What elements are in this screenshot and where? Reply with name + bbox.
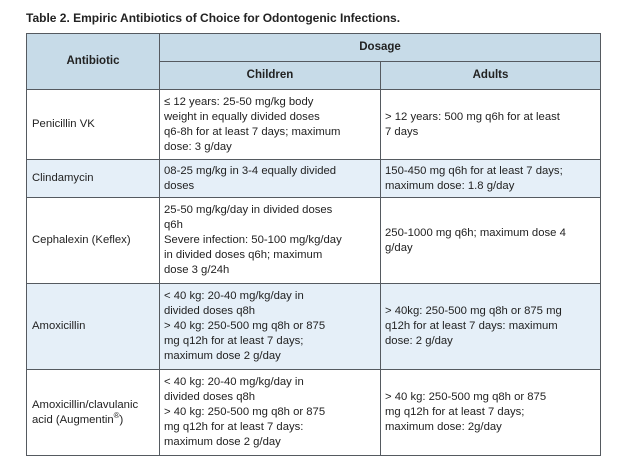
cell-line: divided doses q8h (164, 391, 256, 403)
adults-dosage: > 40kg: 250-500 mg q8h or 875 mg q12h fo… (379, 283, 602, 370)
cell-line: acid (Augmentin®) (32, 410, 155, 428)
antibiotic-name: Clindamycin (26, 159, 160, 198)
cell-line: mg q12h for at least 7 days: (164, 421, 304, 433)
antibiotic-name: Penicillin VK (26, 89, 160, 160)
cell-line: Clindamycin (32, 172, 94, 184)
adults-dosage: 250-1000 mg q6h; maximum dose 4 g/day (379, 197, 602, 284)
adults-dosage: > 40 kg: 250-500 mg q8h or 875 mg q12h f… (379, 369, 602, 456)
cell-line: > 40kg: 250-500 mg q8h or 875 mg (385, 305, 562, 317)
table-row: Clindamycin 08-25 mg/kg in 3-4 equally d… (26, 159, 602, 198)
cell-line: 7 days (385, 125, 419, 138)
cell-line: > 12 years: 500 mg q6h for at least (385, 110, 560, 123)
cell-line: dose: 3 g/day (164, 140, 232, 153)
header-antibiotic: Antibiotic (26, 33, 160, 90)
cell-line: q6-8h for at least 7 days; maximum (164, 125, 341, 138)
cell-line: > 40 kg: 250-500 mg q8h or 875 (385, 391, 547, 403)
cell-line: in divided doses q6h; maximum (164, 249, 323, 261)
antibiotics-table: Antibiotic Dosage Children Adults Penici… (26, 33, 602, 456)
cell-line: doses (164, 179, 195, 192)
cell-line: Amoxicillin (32, 320, 86, 332)
cell-line: < 40 kg: 20-40 mg/kg/day in (164, 290, 304, 302)
cell-line: maximum dose 2 g/day (164, 350, 281, 362)
cell-line: dose: 2 g/day (385, 335, 453, 347)
children-dosage: < 40 kg: 20-40 mg/kg/day in divided dose… (159, 369, 381, 456)
registered-mark: ® (113, 410, 120, 420)
cell-line: 150-450 mg q6h for at least 7 days; (385, 164, 563, 177)
cell-line: > 40 kg: 250-500 mg q8h or 875 (164, 406, 326, 418)
antibiotic-name: Amoxicillin/clavulanic acid (Augmentin®) (26, 369, 160, 456)
cell-line: Penicillin VK (32, 118, 95, 130)
cell-line: q6h (164, 219, 183, 231)
cell-line: divided doses q8h (164, 305, 256, 317)
cell-line: > 40 kg: 250-500 mg q8h or 875 (164, 320, 326, 332)
cell-line: Amoxicillin/clavulanic (32, 398, 139, 411)
name-text: acid (Augmentin (32, 413, 114, 426)
children-dosage: < 40 kg: 20-40 mg/kg/day in divided dose… (159, 283, 381, 370)
table-row: Amoxicillin/clavulanic acid (Augmentin®)… (26, 369, 602, 456)
children-dosage: 25-50 mg/kg/day in divided doses q6h Sev… (159, 197, 381, 284)
cell-line: Cephalexin (Keflex) (32, 234, 131, 246)
cell-line: maximum dose: 1.8 g/day (385, 179, 515, 192)
cell-line: 08-25 mg/kg in 3-4 equally divided (164, 164, 337, 177)
table-caption: Table 2. Empiric Antibiotics of Choice f… (26, 11, 401, 25)
antibiotic-name: Amoxicillin (26, 283, 160, 370)
name-text: ) (119, 413, 124, 426)
header-children: Children (159, 61, 381, 90)
cell-line: weight in equally divided doses (164, 110, 320, 123)
header-dosage: Dosage (158, 33, 602, 62)
cell-line: mg q12h for at least 7 days; (385, 406, 525, 418)
adults-dosage: 150-450 mg q6h for at least 7 days; maxi… (379, 159, 602, 198)
cell-line: 250-1000 mg q6h; maximum dose 4 (385, 226, 566, 239)
cell-line: < 40 kg: 20-40 mg/kg/day in (164, 376, 304, 388)
cell-line: 25-50 mg/kg/day in divided doses (164, 204, 333, 216)
header-adults: Adults (379, 61, 602, 90)
table-row: Amoxicillin < 40 kg: 20-40 mg/kg/day in … (26, 283, 602, 370)
cell-line: Severe infection: 50-100 mg/kg/day (164, 234, 342, 246)
children-dosage: ≤ 12 years: 25-50 mg/kg body weight in e… (159, 89, 381, 160)
cell-line: q12h for at least 7 days: maximum (385, 320, 558, 332)
cell-line: dose 3 g/24h (164, 264, 230, 276)
table-row: Cephalexin (Keflex) 25-50 mg/kg/day in d… (26, 197, 602, 284)
cell-line: maximum dose: 2g/day (385, 421, 502, 433)
adults-dosage: > 12 years: 500 mg q6h for at least 7 da… (379, 89, 602, 160)
cell-line: ≤ 12 years: 25-50 mg/kg body (164, 95, 314, 108)
antibiotic-name: Cephalexin (Keflex) (26, 197, 160, 284)
cell-line: maximum dose 2 g/day (164, 436, 281, 448)
cell-line: mg q12h for at least 7 days; (164, 335, 304, 347)
children-dosage: 08-25 mg/kg in 3-4 equally divided doses (159, 159, 381, 198)
cell-line: g/day (385, 241, 413, 254)
table-row: Penicillin VK ≤ 12 years: 25-50 mg/kg bo… (26, 89, 602, 160)
